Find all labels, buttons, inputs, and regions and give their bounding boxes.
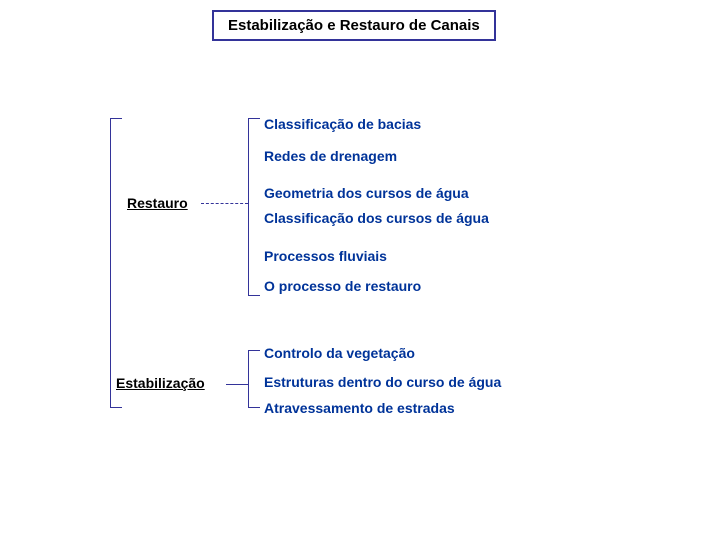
estabilizacao-bracket bbox=[248, 350, 260, 408]
category-restauro-label: Restauro bbox=[127, 195, 188, 211]
estabilizacao-connector bbox=[226, 384, 248, 385]
restauro-item: Classificação dos cursos de água bbox=[264, 210, 489, 226]
restauro-item: Classificação de bacias bbox=[264, 116, 421, 132]
restauro-item: Redes de drenagem bbox=[264, 148, 397, 164]
restauro-bracket bbox=[248, 118, 260, 296]
estabilizacao-item: Estruturas dentro do curso de água bbox=[264, 374, 501, 390]
estabilizacao-item: Controlo da vegetação bbox=[264, 345, 415, 361]
restauro-item: O processo de restauro bbox=[264, 278, 421, 294]
restauro-item: Processos fluviais bbox=[264, 248, 387, 264]
category-estabilizacao-label: Estabilização bbox=[116, 375, 205, 391]
estabilizacao-item: Atravessamento de estradas bbox=[264, 400, 455, 416]
restauro-item: Geometria dos cursos de água bbox=[264, 185, 469, 201]
outer-bracket bbox=[110, 118, 122, 408]
diagram-title: Estabilização e Restauro de Canais bbox=[212, 10, 496, 41]
restauro-connector bbox=[201, 203, 248, 204]
